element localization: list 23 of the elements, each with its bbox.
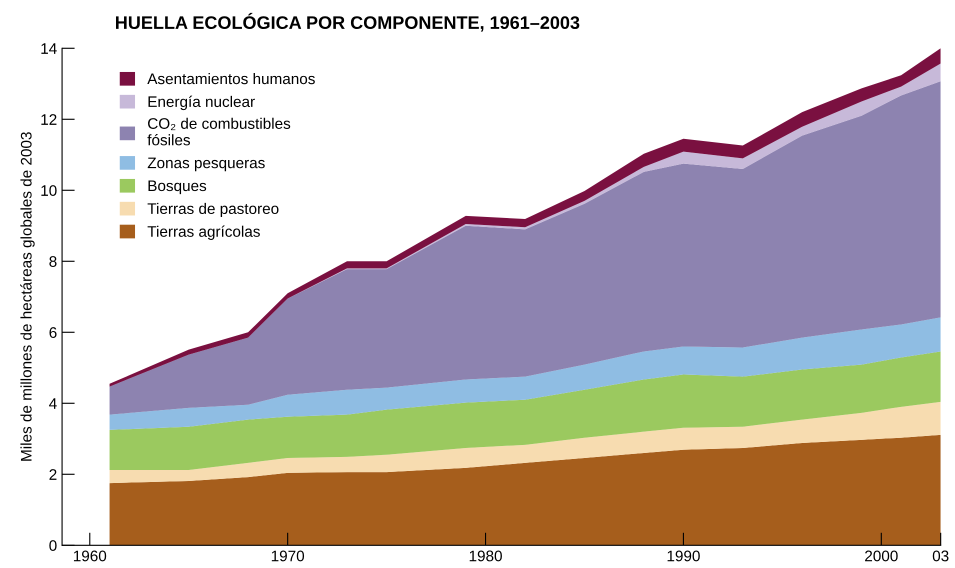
- x-tick-label: 1980: [470, 550, 502, 562]
- x-tick-label: 2000: [865, 550, 898, 562]
- legend-label: Energía nuclear: [148, 96, 255, 110]
- y-tick-label: 10: [41, 185, 57, 196]
- legend-label: Tierras de pastoreo: [148, 202, 279, 218]
- x-tick-label: 1970: [272, 550, 304, 562]
- y-tick-label: 6: [49, 327, 57, 338]
- y-axis-title: Miles de millones de hectáreas globales de 2003: [20, 132, 35, 461]
- legend-label: CO₂ de combustibles fósiles: [147, 118, 290, 146]
- y-tick-label: 12: [41, 114, 56, 125]
- x-tick-label: 1990: [668, 550, 700, 562]
- chart-title: HUELLA ECOLÓGICA POR COMPONENTE, 1961–2003: [116, 12, 580, 32]
- legend-label: Zonas pesqueras: [148, 158, 265, 172]
- y-tick-label: 14: [41, 43, 57, 54]
- y-tick-label: 0: [49, 540, 57, 551]
- y-tick-label: 2: [49, 469, 56, 480]
- legend-label: Asentamientos humanos: [147, 72, 315, 84]
- legend-label: Bosques: [148, 180, 206, 194]
- y-tick-label: 4: [49, 398, 57, 409]
- legend-label: Tierras agrícolas: [148, 226, 260, 240]
- y-tick-label: 8: [49, 256, 57, 267]
- x-tick-label: 03: [932, 550, 948, 562]
- x-tick-label: 1960: [74, 550, 106, 562]
